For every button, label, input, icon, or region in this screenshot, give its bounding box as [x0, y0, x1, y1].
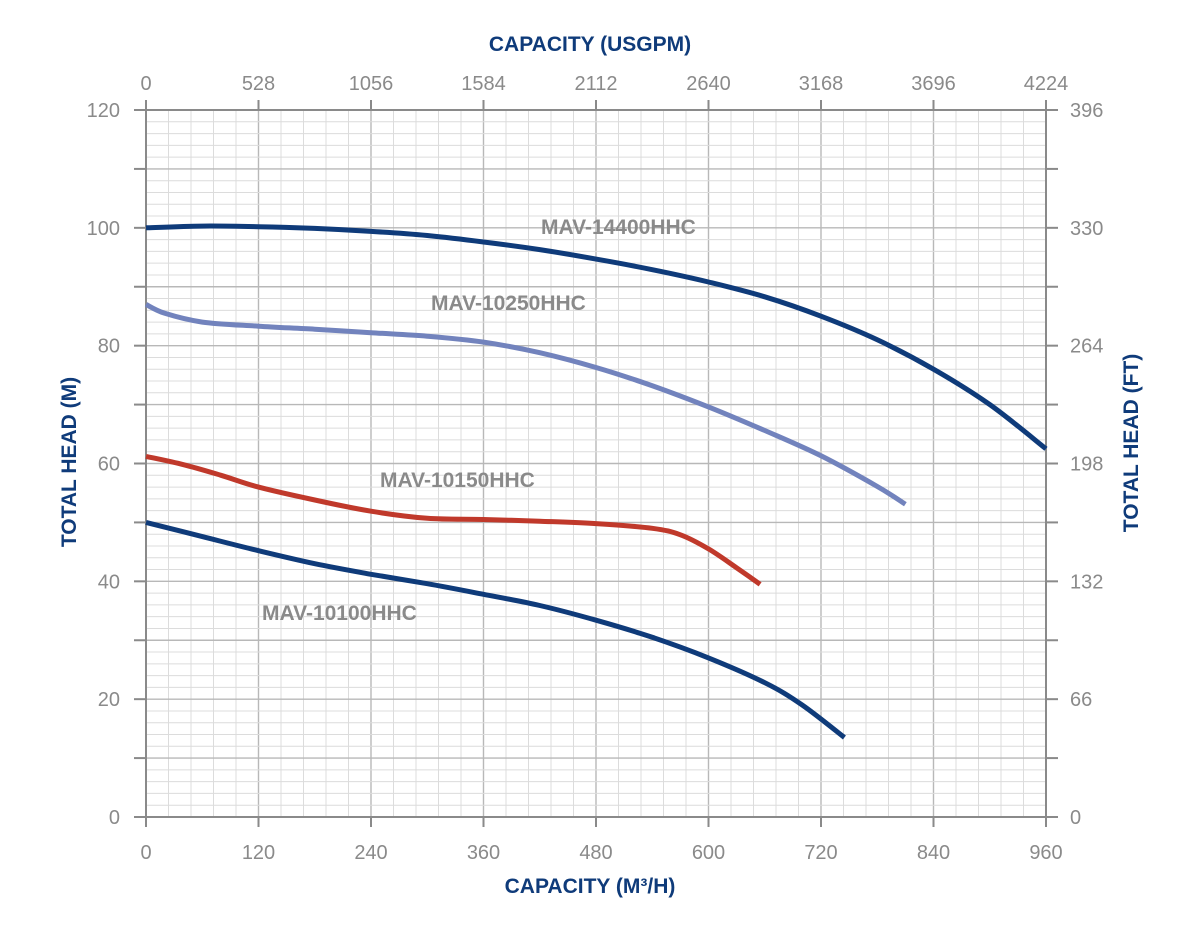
series-label-mav-10150hhc: MAV-10150HHC: [380, 469, 535, 492]
y-tick-label: 80: [98, 336, 120, 358]
series-label-mav-10100hhc: MAV-10100HHC: [262, 602, 417, 625]
right-tick-label: 264: [1070, 336, 1103, 358]
y-tick-label: 40: [98, 571, 120, 593]
y-tick-label: 20: [98, 689, 120, 711]
y-tick-label: 100: [87, 218, 120, 240]
right-tick-label: 396: [1070, 100, 1103, 122]
series-line-mav-10150hhc: [145, 453, 762, 587]
top-tick-label: 4224: [1024, 73, 1069, 95]
series-label-mav-14400hhc: MAV-14400HHC: [541, 216, 696, 239]
x-tick-label: 120: [242, 842, 275, 864]
x-tick-label: 960: [1029, 842, 1062, 864]
top-tick-label: 3696: [911, 73, 956, 95]
y-tick-label: 120: [87, 100, 120, 122]
series-line-mav-14400hhc: [145, 223, 1048, 451]
left-axis-title: TOTAL HEAD (M): [58, 377, 81, 547]
top-tick-label: 2640: [686, 73, 731, 95]
top-tick-label: 3168: [799, 73, 844, 95]
bottom-axis-title: CAPACITY (M³/H): [505, 875, 676, 898]
right-axis-title: TOTAL HEAD (FT): [1120, 354, 1143, 532]
x-tick-label: 240: [354, 842, 387, 864]
right-tick-label: 198: [1070, 454, 1103, 476]
x-tick-label: 0: [140, 842, 151, 864]
right-tick-label: 330: [1070, 218, 1103, 240]
top-tick-label: 2112: [574, 73, 617, 95]
axes: [134, 100, 1058, 827]
x-tick-label: 600: [692, 842, 725, 864]
top-tick-label: 1056: [349, 73, 394, 95]
x-tick-label: 360: [467, 842, 500, 864]
series-line-mav-10250hhc: [144, 302, 907, 507]
x-tick-label: 840: [917, 842, 950, 864]
right-tick-label: 132: [1070, 571, 1103, 593]
top-tick-label: 528: [242, 73, 275, 95]
series-label-mav-10250hhc: MAV-10250HHC: [431, 292, 586, 315]
right-tick-label: 0: [1070, 807, 1081, 829]
y-tick-label: 60: [98, 454, 120, 476]
x-tick-label: 480: [579, 842, 612, 864]
top-tick-label: 1584: [461, 73, 506, 95]
x-tick-label: 720: [804, 842, 837, 864]
right-tick-label: 66: [1070, 689, 1092, 711]
series-lines: [144, 223, 1048, 740]
top-tick-label: 0: [140, 73, 151, 95]
top-axis-title: CAPACITY (USGPM): [489, 33, 691, 56]
series-line-mav-10100hhc: [145, 519, 846, 740]
y-tick-label: 0: [109, 807, 120, 829]
